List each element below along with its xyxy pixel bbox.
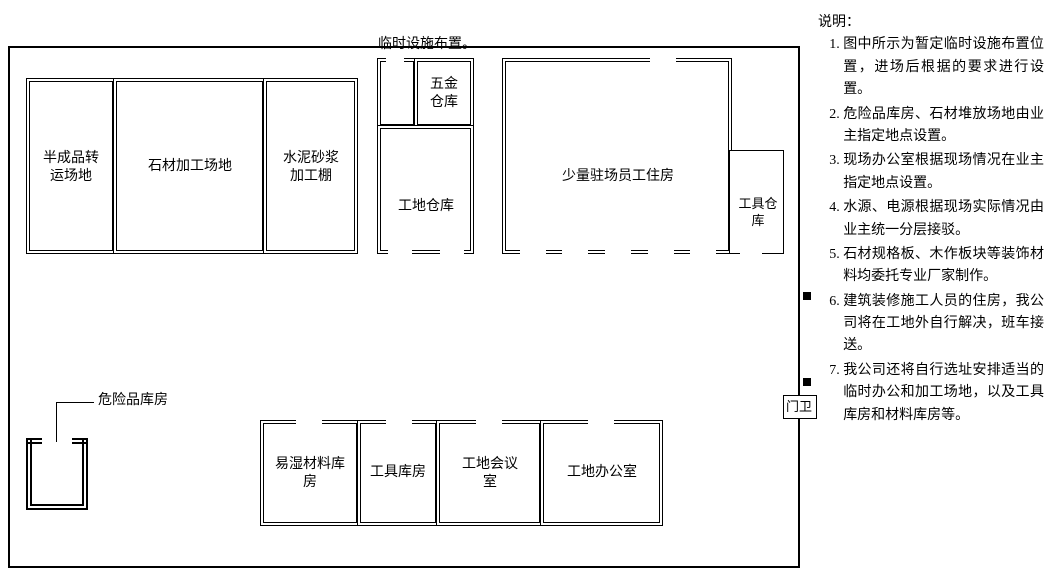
label-staff-housing: 少量驻场员工住房 [548,168,688,186]
door-housing-1 [520,249,546,257]
notes-section: 说明： 图中所示为暂定临时设施布置位置，进场后根据的要求进行设置。 危险品库房、… [818,12,1044,429]
door-housing-5 [690,249,716,257]
note-7: 我公司还将自行选址安排适当的临时办公和加工场地，以及工具库房和材料库房等。 [843,360,1044,427]
door-tool-store [740,250,762,256]
door-housing-top [650,55,676,63]
note-6: 建筑装修施工人员的住房，我公司将在工地外自行解决，班车接送。 [843,291,1044,358]
door-housing-4 [648,249,674,257]
label-wet-material: 易湿材料库 房 [272,456,348,492]
note-1: 图中所示为暂定临时设施布置位置，进场后根据的要求进行设置。 [843,34,1044,101]
door-bottom-1 [296,416,322,424]
door-d2 [386,56,404,62]
haz-top-right [72,438,88,444]
label-site-warehouse: 工地仓库 [394,198,458,216]
leader-haz-h [56,402,94,403]
note-5: 石材规格板、木作板块等装饰材料均委托专业厂家制作。 [843,244,1044,289]
door-bottom-3 [476,416,502,424]
room-hazardous [26,438,88,510]
room-d2 [377,58,417,128]
door-bottom-2 [386,416,412,424]
label-tool-store: 工具仓 库 [735,196,781,230]
door-housing-2 [562,249,588,257]
notes-header: 说明： [818,12,1044,34]
marker-1 [803,292,811,300]
note-2: 危险品库房、石材堆放场地由业主指定地点设置。 [843,104,1044,149]
diagram-title: 临时设施布置。 [378,36,476,54]
door-warehouse-1 [388,249,412,257]
note-3: 现场办公室根据现场情况在业主指定地点设置。 [843,150,1044,195]
haz-top-left [26,438,42,444]
door-bottom-4 [588,416,614,424]
door-housing-3 [605,249,631,257]
label-stone-processing: 石材加工场地 [140,158,240,176]
label-tool-room: 工具库房 [368,464,428,482]
label-hardware: 五金 仓库 [426,76,462,112]
door-warehouse-2 [440,249,464,257]
leader-haz-v [56,402,57,442]
marker-2 [803,378,811,386]
label-cement-shed: 水泥砂浆 加工棚 [278,150,344,186]
notes-list: 图中所示为暂定临时设施布置位置，进场后根据的要求进行设置。 危险品库房、石材堆放… [818,34,1044,427]
label-meeting: 工地会议 室 [454,456,526,492]
room-staff-housing [502,58,732,254]
note-4: 水源、电源根据现场实际情况由业主统一分层接驳。 [843,197,1044,242]
label-office: 工地办公室 [560,464,644,482]
callout-hazardous: 危险品库房 [98,392,168,410]
callout-gate-guard: 门卫 [786,399,812,416]
label-semi-finished: 半成品转 运场地 [36,150,106,186]
room-site-warehouse [377,125,474,254]
